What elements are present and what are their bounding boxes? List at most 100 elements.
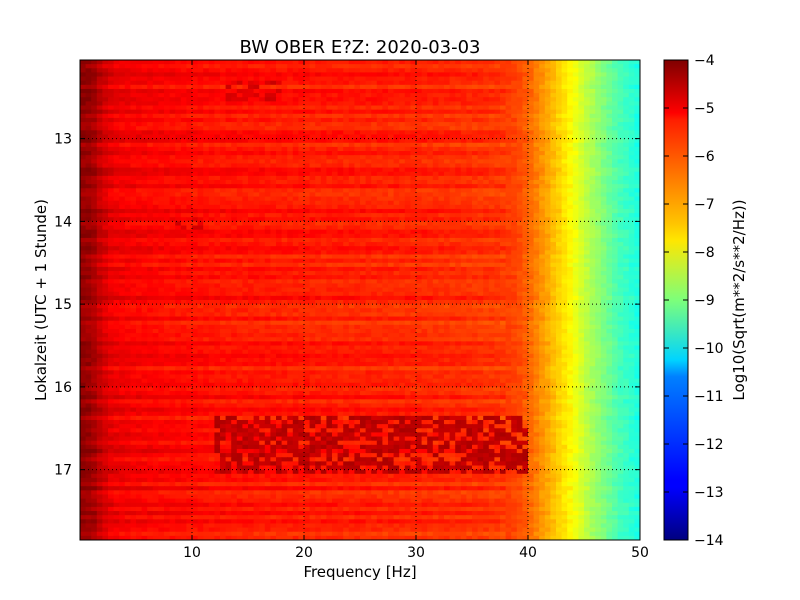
- heatmap-cell: [522, 246, 529, 251]
- heatmap-cell: [147, 250, 154, 256]
- heatmap-cell: [85, 113, 92, 119]
- heatmap-cell: [488, 142, 495, 148]
- heatmap-cell: [528, 113, 535, 119]
- heatmap-cell: [192, 142, 199, 148]
- heatmap-cell: [382, 93, 389, 98]
- heatmap-cell: [80, 130, 87, 136]
- heatmap-cell: [550, 233, 557, 239]
- heatmap-cell: [578, 262, 585, 268]
- heatmap-cell: [242, 188, 249, 194]
- heatmap-cell: [444, 233, 451, 239]
- heatmap-cell: [427, 60, 434, 65]
- heatmap-cell: [337, 184, 344, 189]
- heatmap-cell: [292, 68, 299, 74]
- heatmap-cell: [220, 254, 227, 260]
- heatmap-cell: [460, 97, 467, 102]
- heatmap-cell: [287, 233, 294, 239]
- heatmap-cell: [192, 64, 199, 69]
- heatmap-cell: [634, 254, 640, 260]
- heatmap-cell: [287, 134, 294, 140]
- heatmap-cell: [259, 188, 266, 194]
- heatmap-cell: [124, 80, 131, 86]
- heatmap-cell: [214, 122, 221, 127]
- heatmap-cell: [578, 213, 585, 218]
- heatmap-cell: [130, 138, 137, 144]
- heatmap-cell: [225, 64, 232, 69]
- heatmap-cell: [287, 159, 294, 165]
- heatmap-cell: [102, 76, 109, 82]
- heatmap-cell: [91, 80, 98, 86]
- heatmap-cell: [511, 72, 518, 78]
- heatmap-cell: [180, 138, 187, 144]
- heatmap-cell: [365, 60, 372, 65]
- heatmap-cell: [612, 122, 619, 127]
- heatmap-cell: [270, 225, 277, 231]
- heatmap-cell: [539, 188, 546, 194]
- heatmap-cell: [628, 122, 635, 127]
- heatmap-cell: [600, 130, 607, 136]
- heatmap-cell: [572, 246, 579, 251]
- heatmap-cell: [360, 229, 367, 235]
- heatmap-cell: [152, 204, 159, 210]
- heatmap-cell: [511, 163, 518, 169]
- heatmap-cell: [119, 204, 126, 210]
- heatmap-cell: [270, 229, 277, 235]
- heatmap-cell: [477, 138, 484, 144]
- heatmap-cell: [444, 93, 451, 98]
- heatmap-cell: [169, 175, 176, 181]
- heatmap-cell: [264, 250, 271, 256]
- heatmap-cell: [332, 200, 339, 206]
- heatmap-cell: [203, 262, 210, 268]
- heatmap-cell: [242, 80, 249, 86]
- heatmap-cell: [320, 258, 327, 264]
- heatmap-cell: [628, 109, 635, 115]
- heatmap-cell: [589, 134, 596, 140]
- heatmap-cell: [276, 117, 283, 123]
- heatmap-cell: [371, 163, 378, 169]
- heatmap-cell: [298, 262, 305, 268]
- heatmap-cell: [589, 151, 596, 156]
- heatmap-cell: [231, 138, 238, 144]
- heatmap-cell: [522, 64, 529, 69]
- heatmap-cell: [516, 101, 523, 107]
- heatmap-cell: [276, 76, 283, 82]
- heatmap-cell: [444, 254, 451, 260]
- heatmap-cell: [136, 188, 143, 194]
- heatmap-cell: [427, 93, 434, 98]
- heatmap-cell: [203, 221, 210, 227]
- heatmap-cell: [96, 204, 103, 210]
- heatmap-cell: [287, 105, 294, 111]
- heatmap-cell: [164, 130, 171, 136]
- heatmap-cell: [220, 192, 227, 198]
- heatmap-cell: [634, 159, 640, 165]
- heatmap-cell: [348, 80, 355, 86]
- heatmap-cell: [567, 84, 574, 90]
- heatmap-cell: [455, 225, 462, 231]
- heatmap-cell: [180, 60, 187, 65]
- heatmap-cell: [634, 155, 640, 160]
- heatmap-cell: [309, 229, 316, 235]
- heatmap-cell: [259, 109, 266, 115]
- heatmap-cell: [360, 105, 367, 111]
- heatmap-cell: [292, 258, 299, 264]
- heatmap-cell: [427, 134, 434, 140]
- heatmap-cell: [606, 254, 613, 260]
- heatmap-cell: [444, 88, 451, 94]
- heatmap-cell: [231, 188, 238, 194]
- heatmap-cell: [416, 130, 423, 136]
- heatmap-cell: [500, 258, 507, 264]
- heatmap-cell: [113, 262, 120, 268]
- heatmap-cell: [175, 88, 182, 94]
- heatmap-cell: [561, 204, 568, 210]
- heatmap-cell: [550, 180, 557, 185]
- heatmap-cell: [96, 242, 103, 247]
- heatmap-cell: [494, 196, 501, 202]
- heatmap-cell: [180, 246, 187, 251]
- heatmap-cell: [214, 204, 221, 210]
- heatmap-cell: [505, 76, 512, 82]
- heatmap-cell: [371, 167, 378, 173]
- heatmap-cell: [292, 167, 299, 173]
- heatmap-cell: [85, 262, 92, 268]
- heatmap-cell: [376, 122, 383, 127]
- heatmap-cell: [533, 93, 540, 98]
